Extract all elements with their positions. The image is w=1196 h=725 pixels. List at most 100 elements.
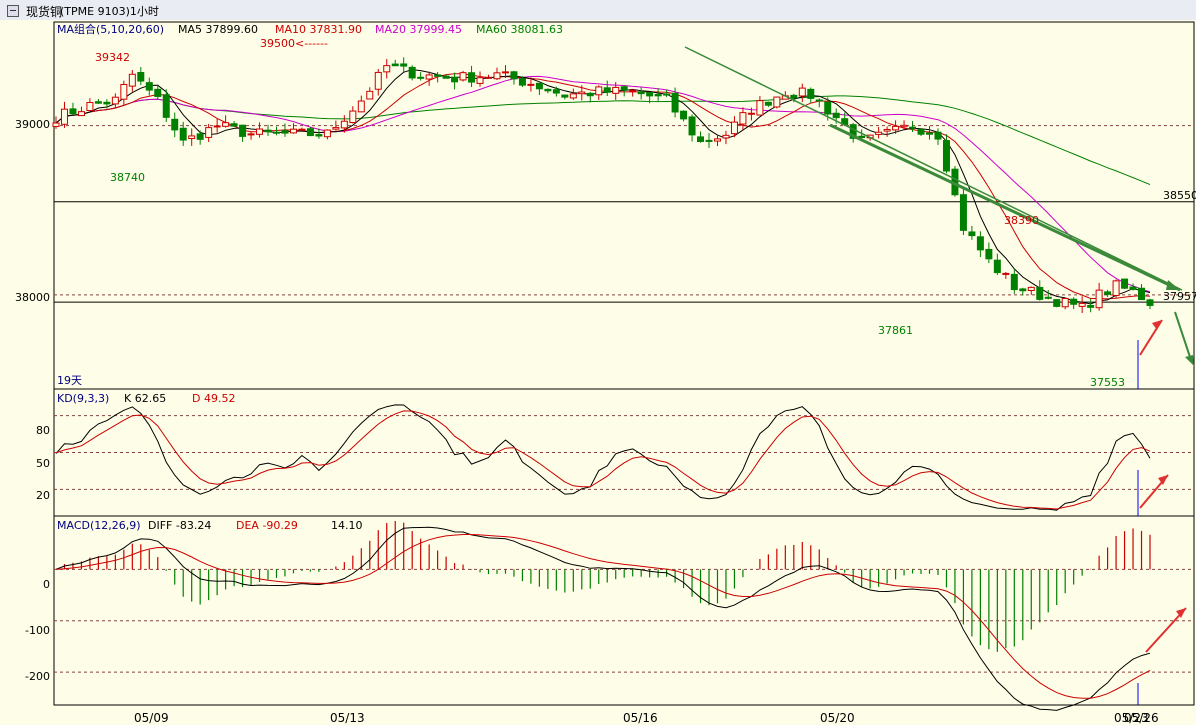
candle-body (357, 100, 365, 113)
up-arrowhead-0 (1152, 320, 1162, 330)
annotation-37861: 37861 (878, 324, 913, 337)
candle-body (993, 259, 1001, 274)
candle-body (332, 127, 340, 130)
diff-legend: DIFF -83.24 (148, 519, 211, 532)
trendline-bold (829, 123, 1181, 292)
candle-body (722, 134, 730, 139)
candle-body (69, 108, 77, 115)
d-legend: D 49.52 (192, 392, 235, 405)
candle-body (128, 73, 136, 87)
candle-body (366, 90, 374, 100)
candle-body (671, 92, 679, 113)
macd-tick-0: 0 (43, 578, 50, 591)
up-arrowhead-1 (1158, 475, 1168, 485)
candle-body (1053, 299, 1061, 307)
candle-body (798, 87, 806, 97)
candle-body (637, 91, 645, 95)
candle-body (976, 236, 984, 251)
candle-body (934, 131, 942, 140)
candle-body (1095, 289, 1103, 309)
candle-body (1078, 302, 1086, 307)
candle-body (697, 136, 705, 142)
candle-body (1121, 278, 1129, 289)
candle-body (629, 89, 637, 92)
dea-series (55, 534, 1151, 699)
trendline-thin (684, 46, 1183, 291)
ma20-legend: MA20 37999.45 (375, 23, 462, 36)
instrument-info: (TPME 9103)1小时 (60, 5, 159, 18)
candle-body (1010, 273, 1018, 291)
candle-body (1019, 288, 1027, 292)
candle-body (595, 86, 603, 96)
candle-body (739, 112, 747, 125)
candle-body (77, 111, 85, 117)
candle-body (832, 112, 840, 119)
candle-body (790, 94, 798, 99)
kd-tick-20: 20 (36, 489, 50, 502)
annotation-38390: 38390 (1004, 214, 1039, 227)
ma5-legend: MA5 37899.60 (178, 23, 258, 36)
candle-body (145, 82, 153, 91)
macd-tick-100: -100 (25, 624, 50, 637)
candle-body (188, 135, 196, 140)
x-label-0526: 05/26 (1124, 711, 1159, 725)
candle-body (451, 76, 459, 83)
candle-body (603, 87, 611, 93)
candle-body (264, 129, 272, 133)
candle-body (103, 101, 111, 105)
ma60-legend: MA60 38081.63 (476, 23, 563, 36)
candle-body (544, 88, 552, 92)
candle-body (1036, 286, 1044, 300)
candle-body (968, 231, 976, 237)
window-menu-icon[interactable] (7, 5, 19, 17)
candle-body (281, 130, 289, 134)
candle-body (230, 123, 238, 127)
candle-body (205, 127, 213, 138)
price-tick-39000: 39000 (15, 118, 50, 131)
candle-body (942, 140, 950, 172)
candlesticks (52, 57, 1154, 314)
k-series (55, 404, 1151, 511)
period-label: 19天 (57, 374, 82, 387)
candle-body (485, 76, 493, 79)
candle-body (688, 116, 696, 136)
candle-body (646, 91, 654, 97)
ma-legend-title: MA组合(5,10,20,60) (57, 22, 164, 36)
macd-histogram (63, 521, 1151, 652)
ma20-series (55, 75, 1151, 293)
candle-body (120, 83, 128, 100)
candle-body (493, 72, 501, 80)
candle-body (315, 134, 323, 137)
candle-body (289, 128, 297, 134)
macd-legend-title: MACD(12,26,9) (57, 519, 141, 532)
down-arrowhead (1185, 355, 1194, 366)
candle-body (815, 99, 823, 102)
candle-body (1061, 297, 1069, 308)
candle-body (272, 131, 280, 134)
candle-body (468, 72, 476, 83)
candle-body (663, 93, 671, 96)
candle-body (349, 110, 357, 124)
ma20-line (55, 75, 1151, 293)
candle-body (578, 91, 586, 95)
trendline-arrowhead (1166, 280, 1180, 290)
candle-body (94, 101, 102, 104)
candle-body (705, 139, 713, 142)
candle-body (374, 71, 382, 90)
candle-body (213, 125, 221, 128)
kd-legend-title: KD(9,3,3) (57, 392, 109, 405)
candle-body (1104, 291, 1112, 295)
candle-body (323, 129, 331, 138)
candle-body (434, 74, 442, 77)
candle-body (1027, 286, 1035, 291)
candle-body (535, 82, 543, 90)
candle-body (1129, 286, 1137, 290)
candle-body (926, 132, 934, 135)
candle-body (959, 194, 967, 231)
macd-tick-200: -200 (25, 670, 50, 683)
candle-body (985, 248, 993, 260)
candle-body (730, 121, 738, 135)
candle-body (501, 71, 509, 74)
window-title: 现货铜 (26, 5, 63, 19)
